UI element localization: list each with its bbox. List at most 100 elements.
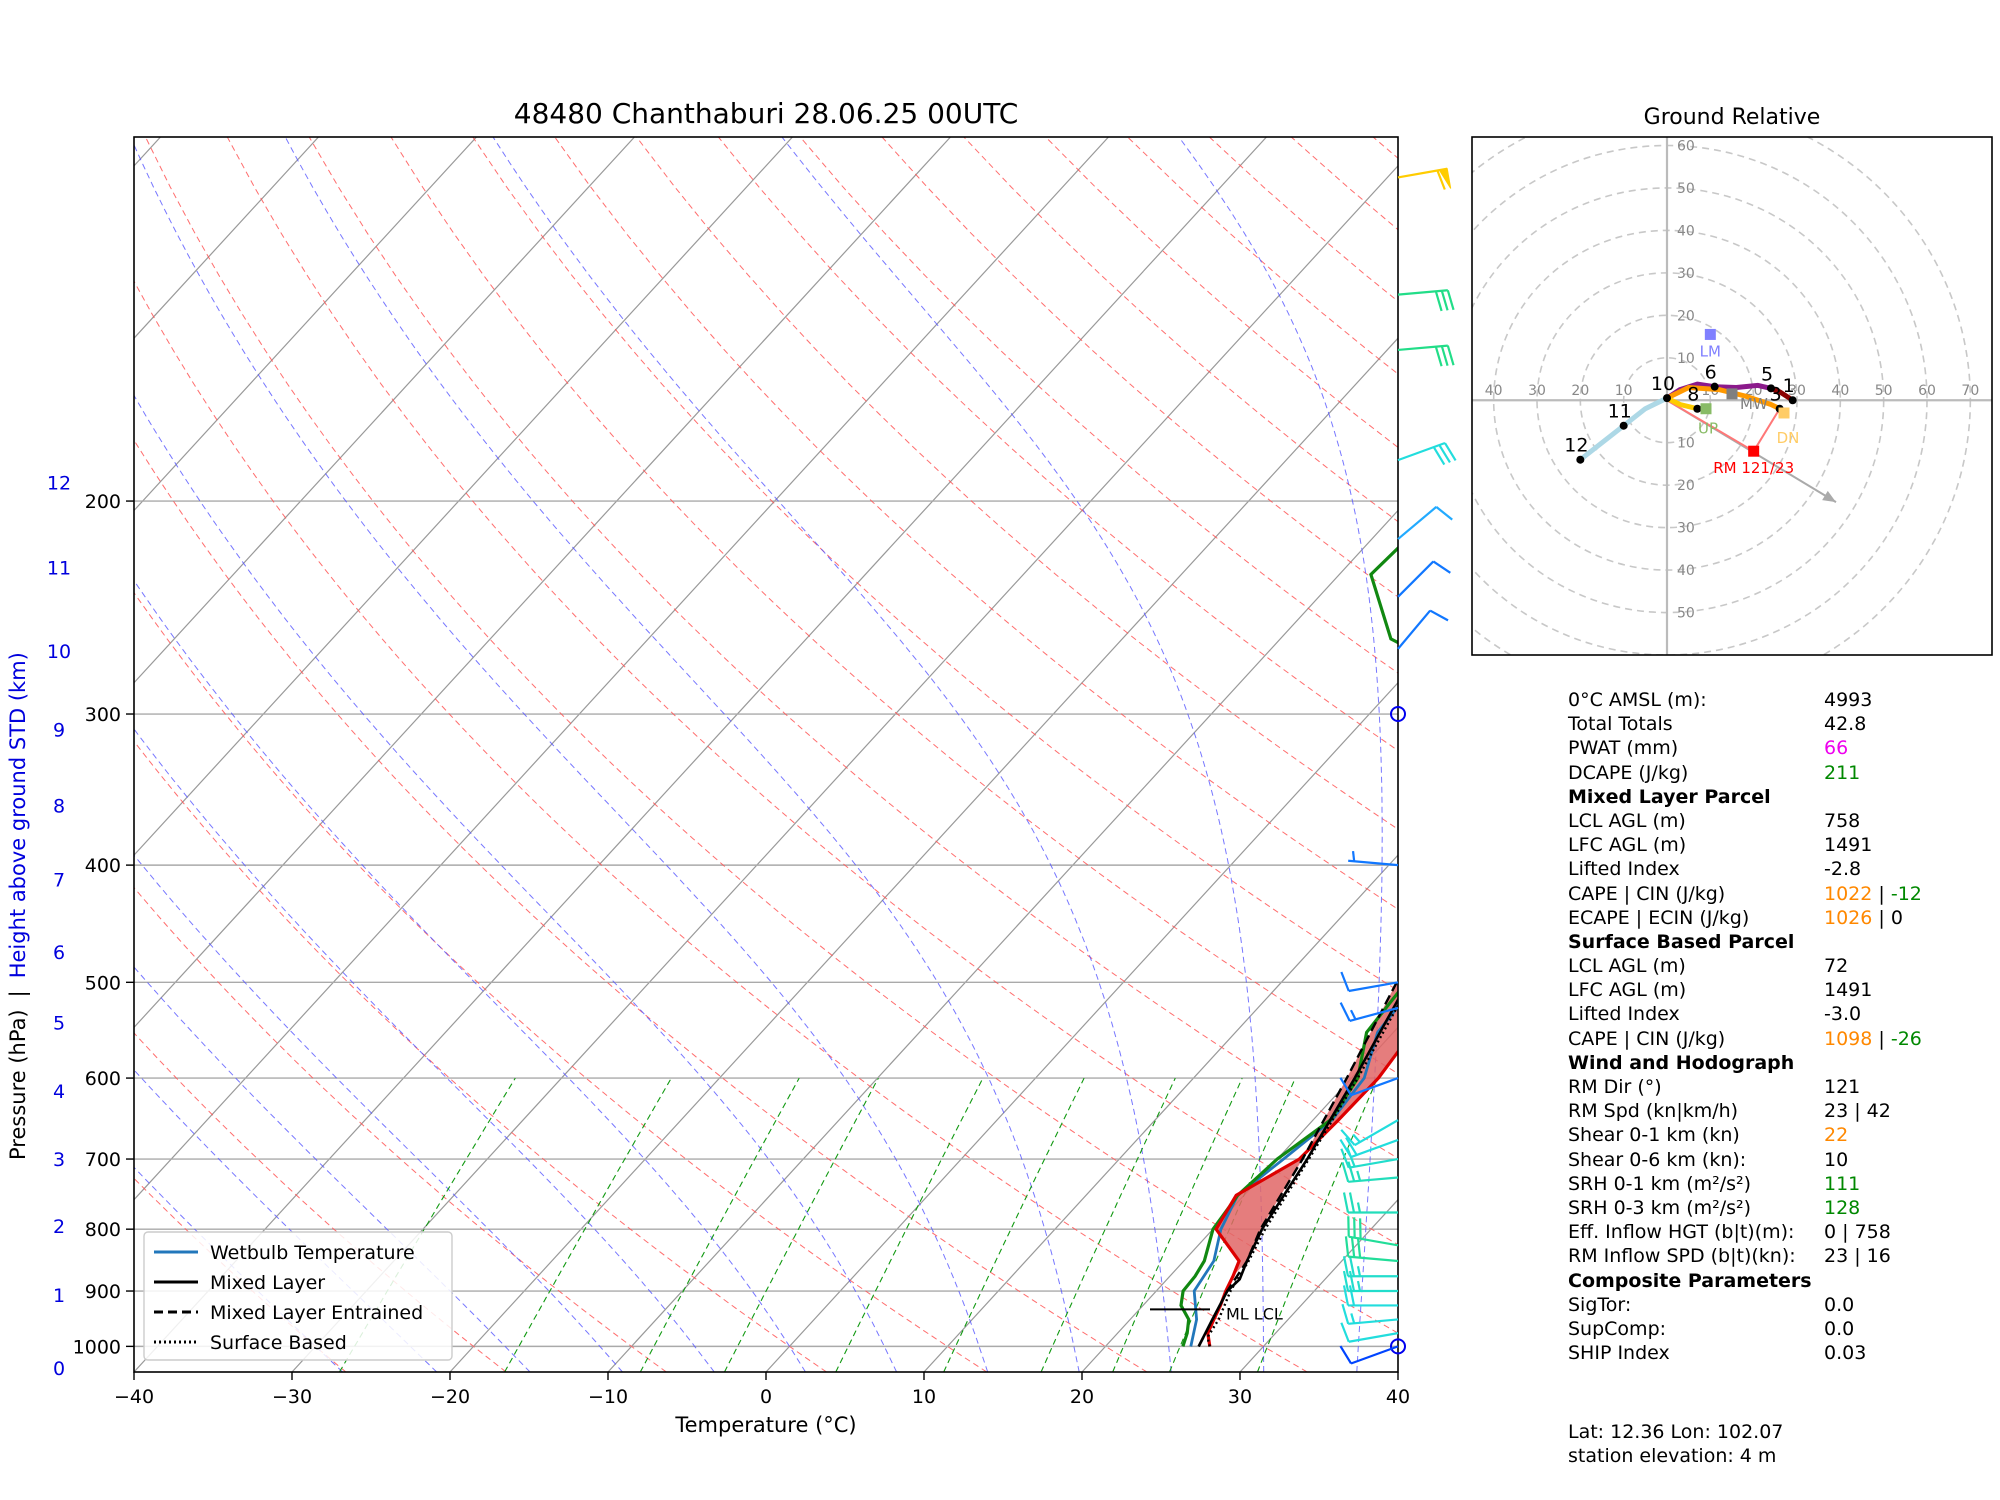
hodo-marker-label: RM 121/23 xyxy=(1713,459,1794,477)
y-axis-label: Pressure (hPa) | Height above ground STD (… xyxy=(6,652,31,1160)
hodo-km-label: 6 xyxy=(1705,362,1717,384)
wind-barb-full xyxy=(1342,1192,1350,1213)
wind-barb-full xyxy=(1342,1285,1350,1306)
param-row: LCL AGL (m) 758 xyxy=(1568,809,1988,833)
dewpoint-line xyxy=(1179,545,1398,1347)
y-tick-label: 200 xyxy=(85,491,121,513)
wind-barb-staff xyxy=(1350,1077,1399,1097)
height-tick-label: 5 xyxy=(53,1013,65,1035)
height-tick-label: 6 xyxy=(53,942,65,964)
wind-barb-full xyxy=(1339,1002,1351,1022)
param-value: 1026 | 0 xyxy=(1824,906,1903,930)
wind-barb-full xyxy=(1356,1237,1362,1258)
wind-barb-staff xyxy=(1348,859,1399,867)
param-label: LFC AGL (m) xyxy=(1568,834,1687,857)
hodo-y-label: 20 xyxy=(1677,478,1695,494)
hodo-y-label: 50 xyxy=(1677,606,1695,622)
height-tick-label: 1 xyxy=(53,1285,65,1307)
param-label: CAPE | CIN (J/kg) xyxy=(1568,882,1726,905)
y-tick-label: 500 xyxy=(85,972,121,994)
param-row: Lifted Index -3.0 xyxy=(1568,1002,1988,1026)
param-label: Lifted Index xyxy=(1568,1003,1680,1026)
wind-barb-full xyxy=(1339,1345,1352,1365)
param-row: RM Spd (kn|km/h) 23 | 42 xyxy=(1568,1099,1988,1123)
param-value-part: -3.0 xyxy=(1824,1003,1862,1026)
wind-barb-half xyxy=(1356,1280,1362,1292)
height-tick-label: 10 xyxy=(47,641,71,663)
param-value: 72 xyxy=(1824,954,1848,978)
surface-marker xyxy=(1390,1338,1406,1355)
param-label: DCAPE (J/kg) xyxy=(1568,761,1689,784)
hodo-km-label: 11 xyxy=(1608,401,1632,423)
tropopause-marker xyxy=(1390,706,1406,723)
moist-adiabat-line xyxy=(1178,137,1383,1372)
param-value-part: 1098 xyxy=(1824,1027,1873,1050)
dry-adiabat-line xyxy=(554,137,1398,910)
param-value-part: 4993 xyxy=(1824,689,1873,711)
param-value-part: 1026 xyxy=(1824,906,1873,929)
isotherm-line xyxy=(134,137,1109,1201)
hodo-marker-label: UP xyxy=(1698,420,1718,438)
param-value: 4993 xyxy=(1824,688,1872,712)
param-label: SRH 0-1 km (m²/s²) xyxy=(1568,1172,1752,1195)
param-label: Shear 0-6 km (kn): xyxy=(1568,1148,1747,1171)
wetbulb-line xyxy=(1189,1004,1398,1347)
wind-barb xyxy=(1397,344,1455,367)
param-row: LFC AGL (m) 1491 xyxy=(1568,833,1988,857)
moist-adiabat-line xyxy=(134,579,806,1372)
dry-adiabat-line xyxy=(226,137,1398,1246)
moist-adiabat-line xyxy=(134,1069,438,1372)
wind-barb xyxy=(1341,1161,1399,1183)
wind-barb-staff xyxy=(1397,344,1448,352)
param-value-part: 128 xyxy=(1824,1196,1861,1219)
x-tick-label: 30 xyxy=(1228,1386,1252,1408)
wind-barb-full xyxy=(1341,1161,1350,1183)
param-value: -2.8 xyxy=(1824,857,1861,881)
wind-barb-full xyxy=(1432,446,1446,466)
wind-barb xyxy=(1342,1256,1398,1278)
param-value: 0.0 xyxy=(1824,1317,1854,1341)
dry-adiabat-line xyxy=(134,886,667,1372)
y-tick-label: 1000 xyxy=(73,1336,121,1358)
param-value-part: 72 xyxy=(1824,955,1849,978)
mixing-ratio-line xyxy=(1040,1077,1176,1372)
param-row: LCL AGL (m) 72 xyxy=(1568,954,1988,978)
chart-title: 48480 Chanthaburi 28.06.25 00UTC xyxy=(514,97,1019,130)
param-value: 1491 xyxy=(1824,833,1872,857)
wind-barb-full xyxy=(1345,1136,1358,1156)
wind-barb-full xyxy=(1432,560,1451,574)
wind-barb xyxy=(1341,1303,1399,1325)
wind-barb-staff xyxy=(1397,609,1431,650)
dry-adiabat-line xyxy=(134,439,1148,1372)
param-label: Lifted Index xyxy=(1568,858,1680,881)
param-value-part: 1022 xyxy=(1824,882,1873,905)
isotherm-line xyxy=(0,137,2,1372)
sb-parcel-line xyxy=(1207,1003,1398,1347)
hodo-km-label: 8 xyxy=(1687,384,1699,406)
isotherm-line xyxy=(449,337,1398,1372)
y-axis-label-separator: | xyxy=(6,990,31,997)
wind-barb-full xyxy=(1348,1256,1356,1277)
wind-barb-full xyxy=(1348,1192,1356,1213)
height-tick-label: 7 xyxy=(53,869,65,891)
param-value: 128 xyxy=(1824,1196,1860,1220)
param-value: 0 | 758 xyxy=(1824,1220,1891,1244)
wind-barb-full xyxy=(1446,289,1455,311)
param-value-part: 0 | 758 xyxy=(1824,1221,1891,1244)
legend-entry: Mixed Layer xyxy=(210,1272,325,1294)
wind-barb-full xyxy=(1340,1129,1356,1146)
wind-barb-staff xyxy=(1348,1331,1399,1343)
moist-adiabat-line xyxy=(284,137,1080,1372)
wind-barb xyxy=(1397,609,1449,650)
param-label: PWAT (mm) xyxy=(1568,737,1679,760)
hodo-y-label: 60 xyxy=(1677,138,1695,154)
param-value-part: -2.8 xyxy=(1824,858,1862,881)
param-value: -3.0 xyxy=(1824,1002,1861,1026)
hodo-y-label: 30 xyxy=(1677,266,1695,282)
hodo-marker xyxy=(1704,328,1716,340)
hodo-km-dot xyxy=(1693,404,1702,413)
legend: Wetbulb Temperature Mixed Layer Mixed Laye… xyxy=(143,1231,453,1361)
param-value-part: 22 xyxy=(1824,1124,1849,1147)
wind-barb xyxy=(1397,441,1457,466)
